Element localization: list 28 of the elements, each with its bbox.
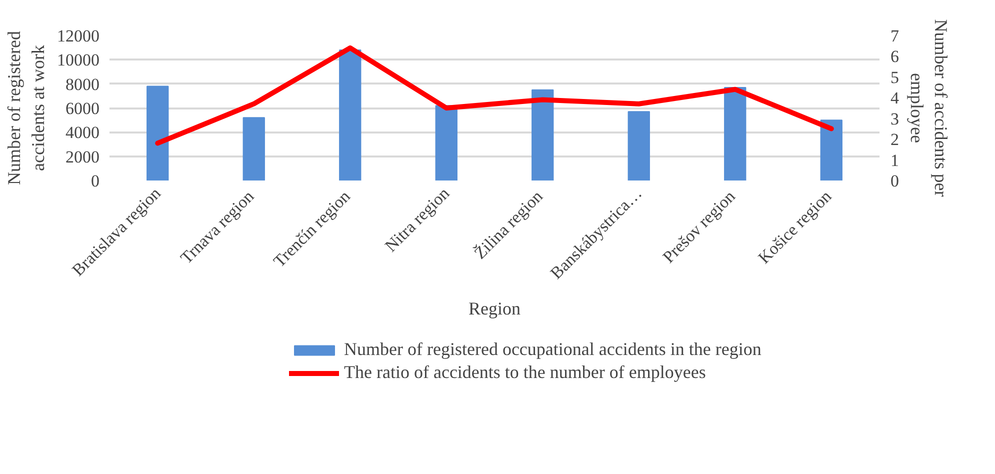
y2-tick-label: 7: [890, 26, 900, 46]
bar: [242, 117, 265, 180]
y-axis-title: Number of registered accidents at work: [4, 31, 48, 185]
legend-label: The ratio of accidents to the number of employees: [344, 362, 706, 383]
y2-tick-label: 5: [890, 68, 899, 87]
y-tick-label: 12000: [57, 26, 100, 46]
y2-axis-title: Number of accidents per employee: [907, 19, 951, 197]
y2-tick-label: 4: [890, 88, 900, 108]
legend-label: Number of registered occupational accidents in the region: [344, 339, 762, 360]
y2-tick-label: 1: [890, 150, 899, 170]
bar: [820, 120, 842, 180]
x-axis-title: Region: [468, 298, 520, 318]
y-tick-label: 6000: [66, 99, 100, 118]
y2-tick-label: 3: [890, 109, 899, 128]
bar: [628, 111, 650, 180]
y-tick-label: 10000: [57, 50, 100, 70]
bar: [724, 86, 746, 180]
bar: [339, 50, 362, 180]
y2-tick-label: 0: [890, 172, 899, 190]
y-tick-label: 4000: [66, 123, 100, 142]
bar: [435, 105, 458, 180]
bar: [146, 86, 169, 180]
y2-tick-label: 6: [890, 47, 899, 66]
bar: [532, 89, 554, 180]
y-tick-label: 2000: [66, 147, 100, 166]
y-tick-label: 8000: [66, 74, 100, 94]
y-tick-label: 0: [91, 172, 100, 190]
y2-tick-label: 2: [890, 130, 899, 150]
